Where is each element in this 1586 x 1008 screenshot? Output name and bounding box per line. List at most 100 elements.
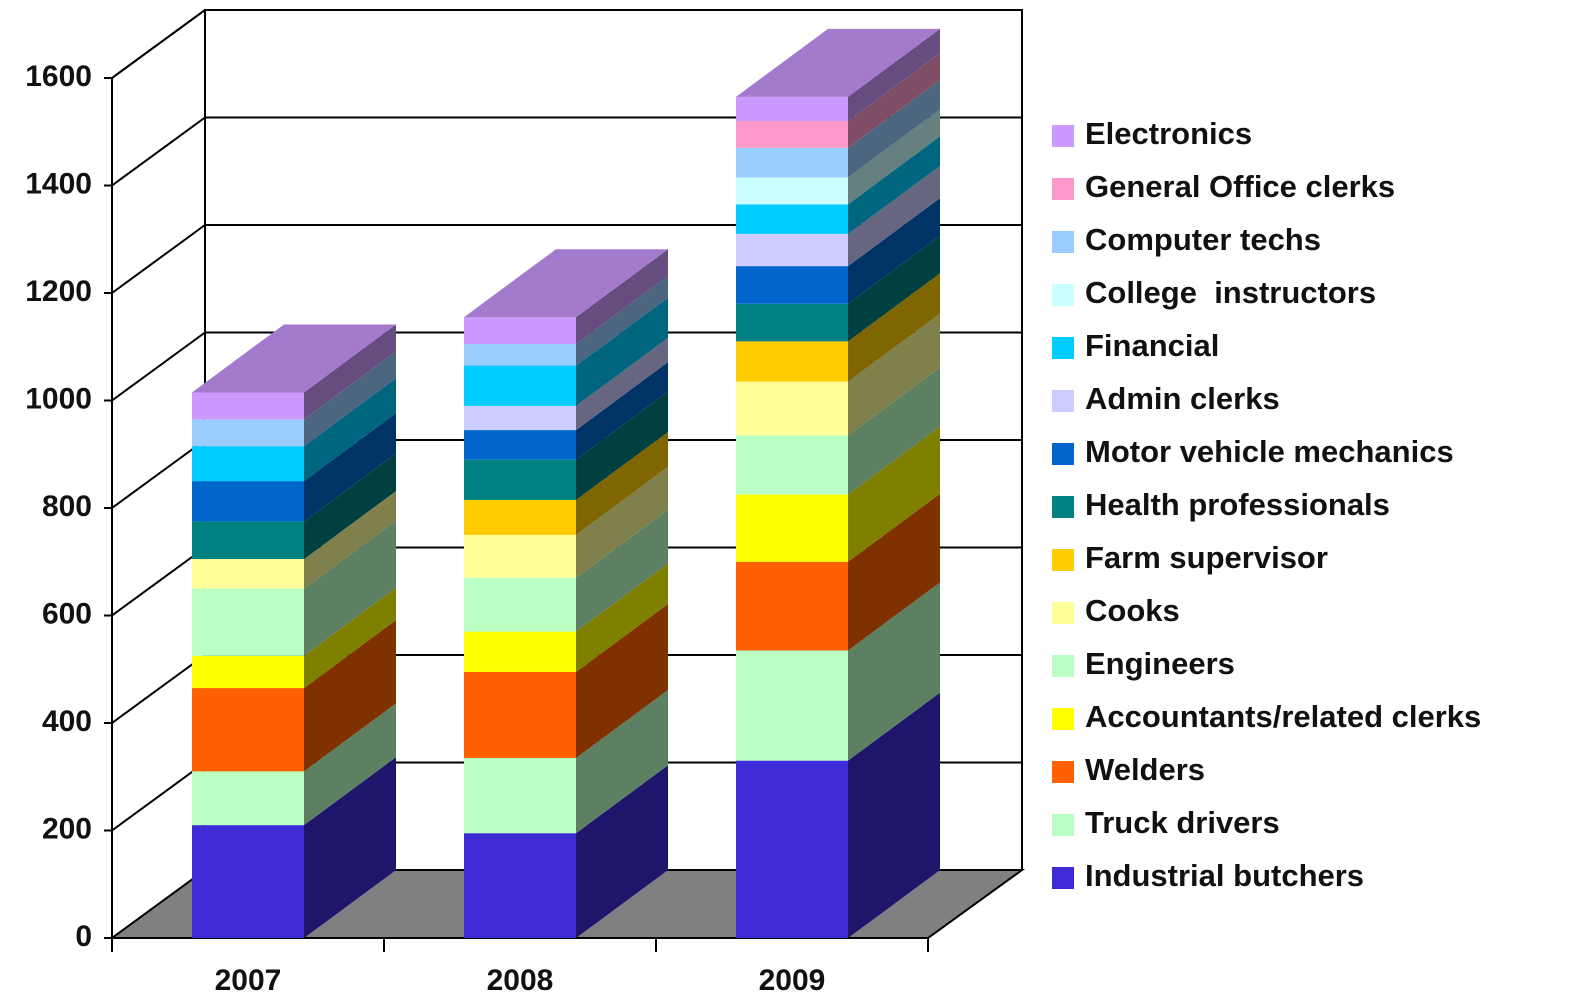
bar-segment [736,233,848,267]
bar-segment [464,757,576,834]
bar-segment [192,521,304,560]
bar-segment [464,631,576,672]
legend-label: Engineers [1085,646,1235,681]
bar-side [304,587,396,689]
bar-side [576,466,668,578]
bar-side [848,273,940,382]
bar-top [736,28,940,97]
bar-segment [736,561,848,651]
bar-side [848,28,940,121]
bar-side [848,582,940,761]
bar-side [304,378,396,482]
grid-line [111,546,206,617]
bar-segment [736,96,848,121]
y-tick-label: 400 [42,705,92,738]
bar-side [576,689,668,834]
y-tick-label: 200 [42,812,92,845]
bar-segment [464,430,576,460]
bar-segment [192,588,304,656]
bar-side [576,276,668,366]
bar-side [576,337,668,431]
bar-side [848,426,940,562]
bar-segment [192,419,304,447]
bar-side [576,603,668,758]
bar-segment [464,405,576,431]
bar-side [304,491,396,589]
bar-segment [464,499,576,535]
legend-label: Health professionals [1085,487,1390,522]
bar-side [304,324,396,420]
bar-segment [192,481,304,522]
bar-segment [464,365,576,406]
legend-label: Admin clerks [1085,381,1280,416]
bar-side [848,235,940,342]
bar-segment [464,317,576,345]
legend-swatch [1052,178,1074,200]
legend-swatch [1052,655,1074,677]
bar-side [848,79,940,178]
legend-label: Accountants/related clerks [1085,699,1481,734]
legend-swatch [1052,496,1074,518]
bar-segment [192,446,304,482]
legend-swatch [1052,284,1074,306]
bar-side [304,620,396,772]
bar-segment [736,147,848,178]
bar-segment [464,459,576,500]
bar-side [304,413,396,522]
bar-side [304,453,396,560]
x-tick-label: 2008 [487,964,554,997]
grid-line [111,761,206,832]
y-tick-label: 1000 [25,382,92,415]
y-tick-label: 1400 [25,167,92,200]
x-tick-label: 2009 [759,964,826,997]
bar-top [192,324,396,393]
legend-label: Farm supervisor [1085,540,1328,575]
bar-segment [192,392,304,420]
bar-segment [736,760,848,938]
bar-side [304,520,396,656]
bar-segment [464,671,576,758]
bar-segment [464,577,576,632]
bar-side [848,367,940,495]
legend-label: Welders [1085,752,1205,787]
bar-segment [736,266,848,304]
bar-side [848,313,940,436]
bar-side [304,757,396,938]
bar-segment [736,650,848,761]
legend-label: Financial [1085,328,1219,363]
bar-side [848,109,940,205]
legend-label: Industrial butchers [1085,858,1364,893]
bar-side [304,351,396,447]
legend-swatch [1052,602,1074,624]
grid-line [111,654,206,724]
grid-line [111,439,206,509]
legend-label: Truck drivers [1085,805,1280,840]
legend-swatch [1052,867,1074,889]
legend-label: College instructors [1085,275,1376,310]
legend-swatch [1052,443,1074,465]
legend-swatch [1052,390,1074,412]
bar-segment [192,559,304,589]
legend-swatch [1052,814,1074,836]
bar-segment [464,344,576,366]
bar-segment [736,494,848,562]
bar-segment [192,655,304,689]
bar-segment [736,121,848,148]
legend-label: Cooks [1085,593,1180,628]
legend-swatch [1052,708,1074,730]
legend-swatch [1052,549,1074,571]
x-tick-label: 2007 [215,964,282,997]
bar-side [576,249,668,345]
bar-segment [736,204,848,234]
bar-segment [192,688,304,772]
bar-side [848,136,940,234]
legend-label: Motor vehicle mechanics [1085,434,1454,469]
bar-segment [192,771,304,826]
grid-line [111,9,206,79]
grid-line [111,331,206,402]
legend-label: Computer techs [1085,222,1321,257]
bar-side [576,391,668,500]
bar-top [464,249,668,318]
bar-side [848,165,940,267]
